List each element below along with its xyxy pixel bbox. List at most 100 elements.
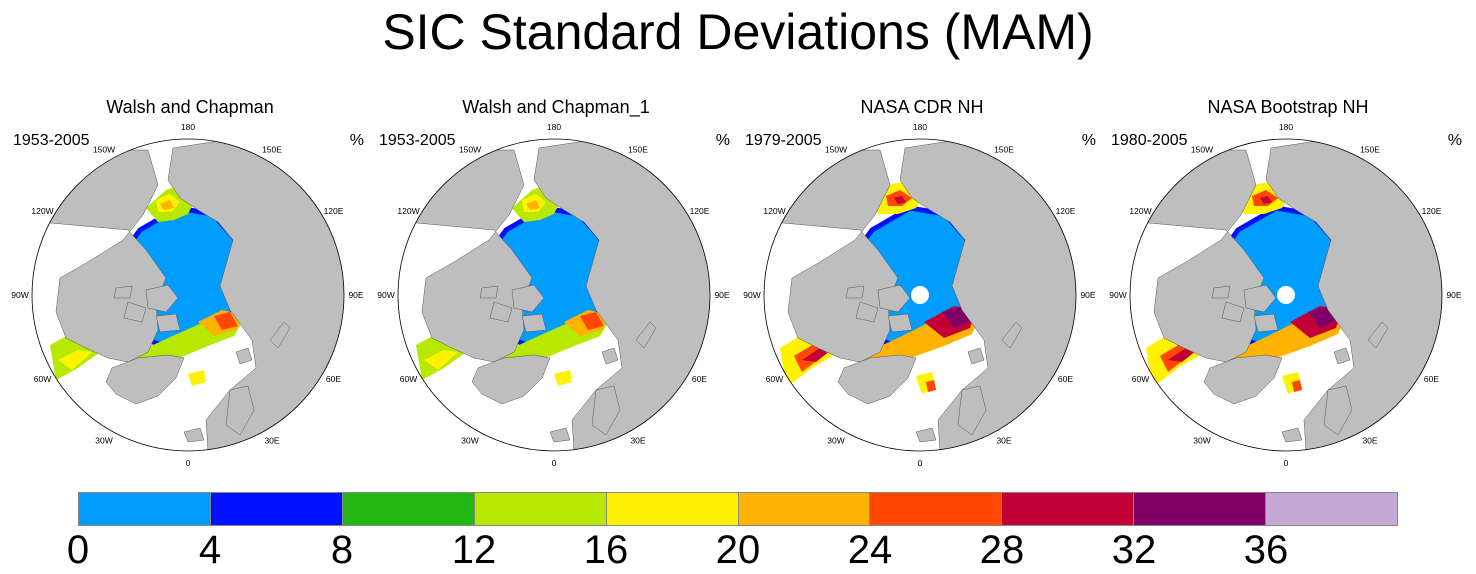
longitude-label: 0 [552, 458, 557, 468]
land-mass [471, 354, 551, 405]
land-mass [601, 347, 619, 365]
panel-period: 1979-2005 [745, 132, 822, 149]
land-mass [1001, 321, 1023, 349]
land-mass [591, 385, 621, 436]
land-mass [155, 313, 181, 333]
longitude-label: 120W [1129, 206, 1151, 216]
longitude-label: 150E [1360, 145, 1380, 155]
longitude-label: 30W [1193, 435, 1210, 445]
panel-unit: % [715, 132, 730, 149]
polar-stereographic-map: 180 150E 120E 90E 60E 30E 0 30W 60W 90W 120W 150W [1109, 122, 1462, 468]
land-mass [269, 321, 291, 349]
sic-patch [1292, 380, 1302, 392]
land-mass [967, 347, 985, 365]
panel-period: 1953-2005 [379, 132, 456, 149]
colorbar-swatch [738, 493, 871, 525]
land-mass [887, 313, 913, 333]
sic-patch [926, 380, 936, 392]
longitude-label: 0 [186, 458, 191, 468]
longitude-label: 180 [1279, 122, 1293, 132]
longitude-label: 30W [827, 435, 844, 445]
longitude-label: 120E [324, 206, 344, 216]
sic-patch [554, 370, 572, 386]
longitude-label: 0 [918, 458, 923, 468]
colorbar-swatch [474, 493, 607, 525]
colorbar-tick-label: 4 [198, 528, 222, 572]
land-mass [145, 284, 179, 313]
colorbar-swatch [79, 493, 211, 525]
longitude-label: 30E [1362, 435, 1377, 445]
colorbar-swatch [1134, 493, 1267, 525]
land-mass [123, 301, 147, 323]
panel-title: Walsh and Chapman [106, 97, 274, 117]
longitude-label: 30E [630, 435, 645, 445]
map-boundary [31, 138, 345, 452]
sic-patch [58, 350, 92, 370]
land-mass [489, 301, 513, 323]
map-panel-2: Walsh and Chapman_1 1953-2005 % 180 150E 1… [374, 90, 738, 470]
sic-patch [580, 312, 604, 330]
longitude-label: 90W [377, 290, 394, 300]
pole-hole [1277, 286, 1295, 304]
longitude-label: 30W [461, 435, 478, 445]
longitude-label: 90W [1109, 290, 1126, 300]
panel-title: Walsh and Chapman_1 [462, 97, 650, 117]
colorbar-tick-label: 8 [330, 528, 354, 572]
land-mass [511, 284, 545, 313]
longitude-label: 0 [1284, 458, 1289, 468]
longitude-label: 30E [264, 435, 279, 445]
colorbar-tick-label: 36 [1243, 528, 1289, 572]
land-mass [957, 385, 987, 436]
longitude-label: 60E [1058, 374, 1073, 384]
sic-patch [1260, 196, 1272, 204]
land-mass [183, 427, 205, 443]
longitude-label: 150W [1191, 145, 1213, 155]
land-mass [1281, 427, 1303, 443]
land-mass [1243, 284, 1277, 313]
panel-period: 1953-2005 [13, 132, 90, 149]
longitude-label: 90E [1080, 290, 1095, 300]
land-mass [915, 427, 937, 443]
land-mass [521, 313, 547, 333]
sic-patch [160, 200, 174, 210]
longitude-label: 150W [93, 145, 115, 155]
longitude-label: 60W [1132, 374, 1149, 384]
panel-title: NASA CDR NH [860, 97, 984, 117]
map-boundary [1129, 138, 1443, 452]
sic-patch [214, 312, 238, 330]
land-mass [855, 301, 879, 323]
colorbar-tick-label: 0 [66, 528, 90, 572]
figure-title: SIC Standard Deviations (MAM) [382, 4, 1094, 60]
longitude-label: 60E [1424, 374, 1439, 384]
land-mass [225, 385, 255, 436]
longitude-label: 60E [326, 374, 341, 384]
colorbar-swatch [342, 493, 475, 525]
colorbar-tick-label: 12 [451, 528, 497, 572]
land-mass [235, 347, 253, 365]
colorbar-tick-label: 28 [979, 528, 1025, 572]
land-mass [1221, 301, 1245, 323]
colorbar-tick-label: 32 [1111, 528, 1157, 572]
longitude-label: 90E [714, 290, 729, 300]
colorbar [78, 492, 1398, 526]
land-mass [1203, 354, 1283, 405]
sic-patch [188, 370, 206, 386]
polar-stereographic-map: 180 150E 120E 90E 60E 30E 0 30W 60W 90W 120W 150W [377, 122, 730, 468]
longitude-label: 150E [994, 145, 1014, 155]
panel-unit: % [1081, 132, 1096, 149]
colorbar-tick-label: 16 [583, 528, 629, 572]
longitude-label: 180 [547, 122, 561, 132]
longitude-label: 180 [181, 122, 195, 132]
land-mass [1211, 285, 1231, 299]
sic-patch [526, 200, 540, 210]
panel-title: NASA Bootstrap NH [1207, 97, 1369, 117]
land-mass [635, 321, 657, 349]
longitude-label: 60W [34, 374, 51, 384]
land-mass [845, 285, 865, 299]
longitude-label: 120W [763, 206, 785, 216]
longitude-label: 30E [996, 435, 1011, 445]
land-mass [549, 427, 571, 443]
colorbar-swatch [870, 493, 1003, 525]
panel-unit: % [349, 132, 364, 149]
longitude-label: 120E [690, 206, 710, 216]
